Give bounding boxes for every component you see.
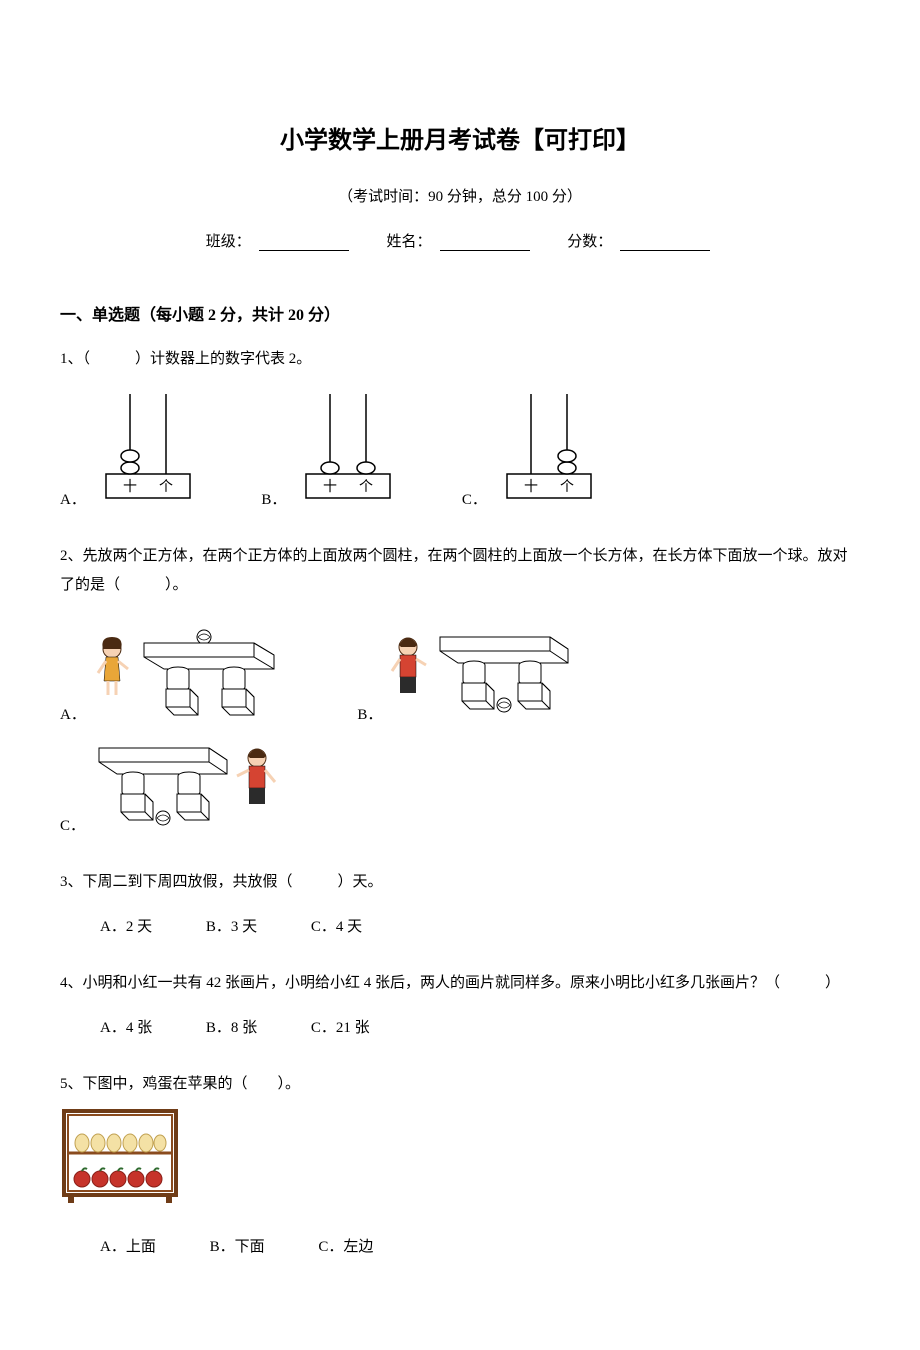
q2-optB-label: B． — [357, 707, 382, 723]
question-4: 4、小明和小红一共有 42 张画片，小明给小红 4 张后，两人的画片就同样多。原… — [60, 969, 860, 1042]
question-2-options: A． — [60, 619, 860, 840]
score-blank — [620, 236, 710, 251]
score-label: 分数： — [567, 234, 612, 250]
question-3-options: A．2 天 B．3 天 C．4 天 — [100, 913, 860, 942]
page-subtitle: （考试时间：90 分钟，总分 100 分） — [60, 185, 860, 206]
q4-optB: B．8 张 — [206, 1020, 257, 1036]
q1-optB-label: B． — [261, 492, 286, 508]
q2-option-a: A． — [60, 619, 294, 730]
class-blank — [259, 236, 349, 251]
q3-optC: C．4 天 — [311, 919, 362, 935]
question-4-options: A．4 张 B．8 张 C．21 张 — [100, 1014, 860, 1043]
page-title: 小学数学上册月考试卷【可打印】 — [60, 120, 860, 155]
q2-option-b: B． — [357, 619, 590, 730]
q5-optA: A．上面 — [100, 1239, 156, 1255]
question-5: 5、下图中，鸡蛋在苹果的（ ）。 — [60, 1070, 860, 1262]
svg-text:十: 十 — [323, 479, 337, 495]
abacus-icon-b: 十 个 — [298, 394, 398, 515]
q1-option-b: B． 十 个 — [261, 394, 398, 515]
question-3: 3、下周二到下周四放假，共放假（ ）天。 A．2 天 B．3 天 C．4 天 — [60, 868, 860, 941]
q1-optA-label: A． — [60, 492, 86, 508]
abacus-icon-c: 十 个 — [499, 394, 599, 515]
question-4-text: 4、小明和小红一共有 42 张画片，小明给小红 4 张后，两人的画片就同样多。原… — [60, 969, 860, 998]
q4-optC: C．21 张 — [311, 1020, 370, 1036]
question-1: 1、（ ）计数器上的数字代表 2。 A． 十 个 B． — [60, 345, 860, 514]
name-label: 姓名： — [386, 234, 431, 250]
q1-option-a: A． 十 个 — [60, 394, 198, 515]
question-3-text: 3、下周二到下周四放假，共放假（ ）天。 — [60, 868, 860, 897]
svg-text:个: 个 — [560, 479, 574, 495]
svg-text:十: 十 — [524, 479, 538, 495]
q2-optA-label: A． — [60, 707, 86, 723]
abacus-icon-a: 十 个 — [98, 394, 198, 515]
svg-text:个: 个 — [159, 479, 173, 495]
class-label: 班级： — [206, 234, 251, 250]
q1-optC-label: C． — [462, 492, 487, 508]
question-2-text: 2、先放两个正方体，在两个正方体的上面放两个圆柱，在两个圆柱的上面放一个长方体，… — [60, 542, 860, 599]
q4-optA: A．4 张 — [100, 1020, 152, 1036]
question-1-options: A． 十 个 B． — [60, 394, 860, 515]
svg-text:十: 十 — [123, 479, 137, 495]
question-5-text: 5、下图中，鸡蛋在苹果的（ ）。 — [60, 1070, 860, 1099]
blocks-figure-a — [94, 619, 294, 730]
name-blank — [440, 236, 530, 251]
q3-optB: B．3 天 — [206, 919, 257, 935]
blocks-figure-b — [390, 619, 590, 730]
info-line: 班级： 姓名： 分数： — [60, 230, 860, 251]
section-1-header: 一、单选题（每小题 2 分，共计 20 分） — [60, 301, 860, 325]
q5-optB: B．下面 — [210, 1239, 265, 1255]
q2-option-c: C． — [60, 730, 293, 841]
blocks-figure-c — [93, 730, 293, 841]
question-5-options: A．上面 B．下面 C．左边 — [100, 1233, 860, 1262]
svg-text:个: 个 — [359, 479, 373, 495]
question-1-text: 1、（ ）计数器上的数字代表 2。 — [60, 345, 860, 374]
q3-optA: A．2 天 — [100, 919, 152, 935]
q5-optC: C．左边 — [318, 1239, 373, 1255]
shelf-figure — [60, 1107, 860, 1218]
q2-optC-label: C． — [60, 818, 85, 834]
q1-option-c: C． 十 个 — [462, 394, 599, 515]
exam-page: 小学数学上册月考试卷【可打印】 （考试时间：90 分钟，总分 100 分） 班级… — [0, 0, 920, 1350]
question-2: 2、先放两个正方体，在两个正方体的上面放两个圆柱，在两个圆柱的上面放一个长方体，… — [60, 542, 860, 840]
